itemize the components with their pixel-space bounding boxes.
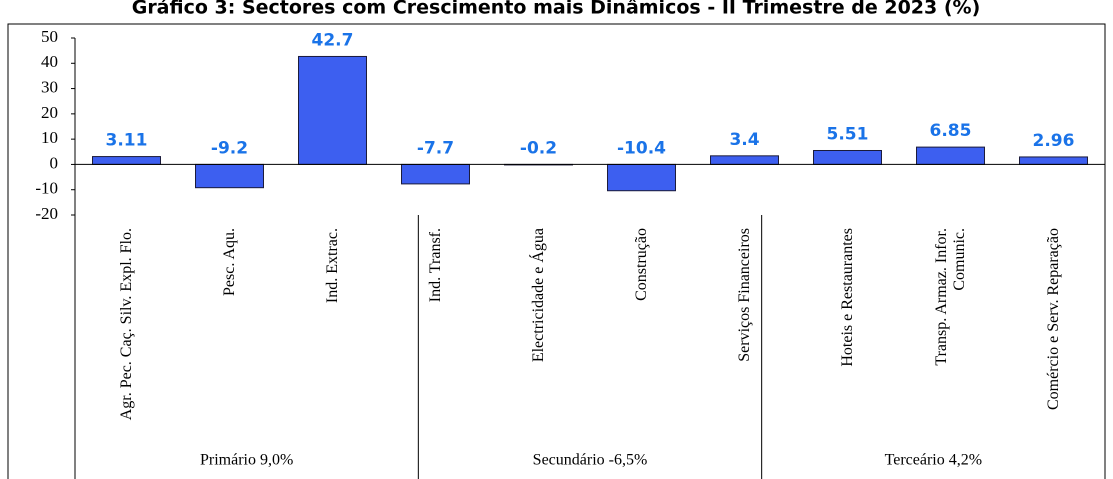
bar bbox=[813, 149, 882, 165]
x-tick-label: Hoteis e Restaurantes bbox=[838, 228, 856, 367]
bar bbox=[298, 55, 367, 165]
data-label: -7.7 bbox=[417, 138, 454, 158]
bar bbox=[710, 155, 779, 165]
y-tick-label: 10 bbox=[41, 128, 58, 147]
y-tick-label: 0 bbox=[50, 153, 59, 172]
bar bbox=[195, 163, 264, 189]
x-tick-label: Ind. Extrac. bbox=[323, 228, 341, 304]
y-tick-label: -10 bbox=[35, 179, 58, 198]
chart-title: Gráfico 3: Sectores com Crescimento mais… bbox=[132, 0, 981, 19]
y-tick-label: 20 bbox=[41, 103, 58, 122]
group-label: Primário 9,0% bbox=[200, 452, 293, 469]
data-label: -0.2 bbox=[520, 138, 557, 158]
data-label: 3.11 bbox=[106, 131, 148, 151]
group-label: Terceário 4,2% bbox=[885, 452, 983, 469]
group-label: Secundário -6,5% bbox=[533, 452, 648, 469]
x-tick-label: Comércio e Serv. Reparação bbox=[1044, 228, 1062, 410]
x-tick-label: Agr. Pec. Caç. Silv. Expl. Flo. bbox=[117, 228, 135, 421]
x-tick-label: Electricidade e Água bbox=[529, 228, 547, 363]
bar bbox=[401, 163, 470, 185]
y-tick-label: -20 bbox=[35, 204, 58, 223]
data-label: 6.85 bbox=[930, 121, 972, 141]
frame bbox=[7, 23, 1106, 479]
data-label: 2.96 bbox=[1033, 131, 1075, 151]
data-label: 3.4 bbox=[729, 130, 759, 150]
bar bbox=[1019, 156, 1088, 165]
bar bbox=[916, 146, 985, 165]
bar bbox=[92, 156, 161, 165]
y-tick-label: 40 bbox=[41, 52, 58, 71]
x-tick-label: Serviços Financeiros bbox=[735, 228, 753, 362]
x-tick-label: Construção bbox=[632, 228, 650, 301]
data-label: 42.7 bbox=[312, 30, 354, 50]
data-label: -9.2 bbox=[211, 138, 248, 158]
y-tick-label: 30 bbox=[41, 77, 58, 96]
y-tick-label: 50 bbox=[41, 27, 58, 46]
x-tick-label: Transp. Armaz. Infor. Comunic. bbox=[932, 224, 968, 366]
bar bbox=[607, 163, 676, 192]
data-label: -10.4 bbox=[617, 138, 666, 158]
x-tick-label: Ind. Transf. bbox=[426, 228, 444, 303]
x-tick-label: Pesc. Aqu. bbox=[220, 228, 238, 296]
data-label: 5.51 bbox=[827, 124, 869, 144]
